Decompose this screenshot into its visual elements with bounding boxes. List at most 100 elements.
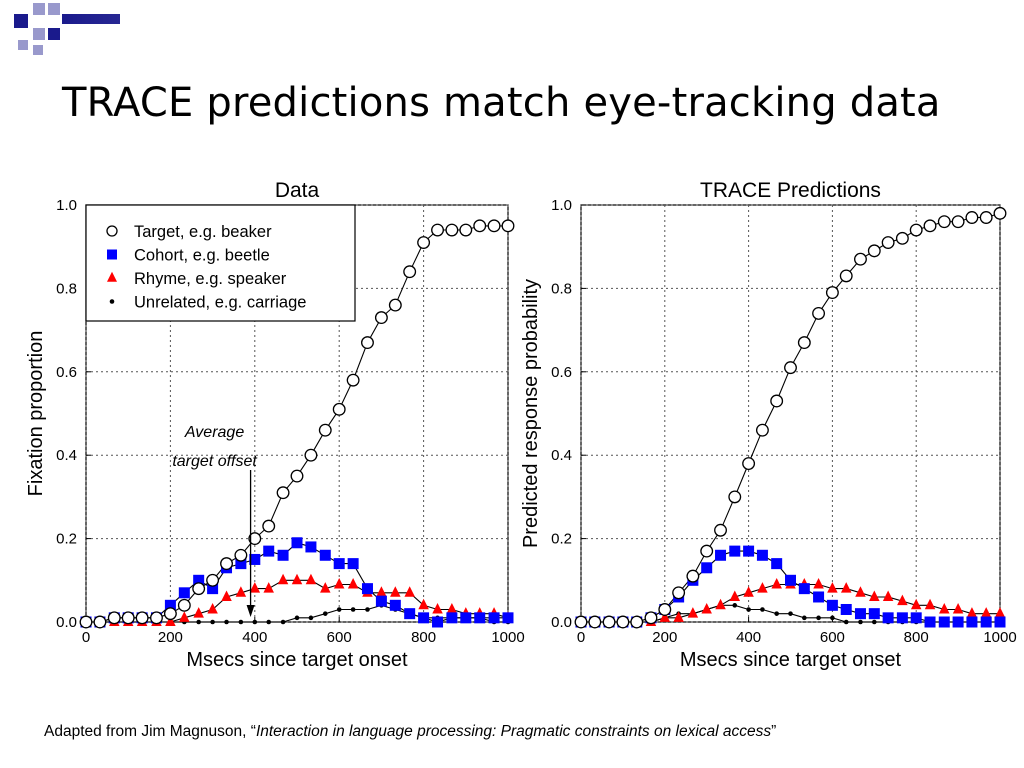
rhyme-point [966, 607, 978, 618]
rhyme-point [701, 602, 712, 614]
target-point [951, 215, 965, 229]
target-point [742, 457, 756, 470]
cohort-point [882, 612, 894, 624]
rhyme-point [432, 602, 443, 614]
cohort-point [291, 537, 303, 549]
unrelated-point [224, 619, 229, 625]
target-point [431, 223, 444, 237]
y-tick-label: 0.4 [551, 447, 572, 464]
target-point [262, 519, 276, 533]
rhyme-point [235, 586, 247, 597]
unrelated-point [774, 611, 779, 616]
cohort-point [743, 545, 755, 557]
rhyme-point [376, 586, 387, 597]
target-point [728, 490, 742, 504]
y-tick-label: 0.6 [56, 364, 77, 381]
unrelated-point [238, 619, 244, 625]
rhyme-point [263, 582, 274, 593]
target-point [839, 269, 853, 283]
rhyme-point [179, 611, 190, 622]
cohort-point [474, 612, 486, 624]
cohort-point [432, 616, 444, 628]
cohort-point [178, 587, 190, 599]
target-point [487, 219, 501, 233]
rhyme-point [729, 590, 741, 601]
cohort-point [347, 558, 359, 570]
x-axis-label: Msecs since target onset [680, 649, 902, 671]
target-point [107, 611, 121, 625]
cohort-point [980, 616, 992, 628]
rhyme-point [743, 586, 754, 597]
target-point [150, 611, 163, 625]
target-point [79, 615, 93, 629]
x-tick-label: 600 [327, 629, 352, 646]
cohort-point [375, 595, 387, 607]
cohort-point [305, 541, 317, 553]
rhyme-point [320, 582, 331, 593]
cohort-point [249, 553, 261, 565]
cohort-point [910, 612, 922, 624]
unrelated-point [760, 607, 765, 612]
cohort-point [729, 545, 741, 557]
target-point [248, 532, 262, 546]
caption-suffix: ” [771, 723, 777, 740]
cohort-point [896, 612, 908, 624]
target-point [993, 206, 1007, 220]
cohort-point [715, 549, 727, 561]
annotation-text: Average [184, 424, 244, 441]
target-point [937, 215, 951, 229]
cohort-point [193, 574, 205, 586]
cohort-point [994, 616, 1006, 628]
legend-label: Target, e.g. beaker [134, 223, 272, 241]
target-point [700, 544, 714, 558]
unrelated-point [802, 615, 807, 621]
cohort-point [798, 583, 810, 595]
y-axis-label: Predicted response probability [520, 279, 542, 548]
x-axis-label: Msecs since target onset [186, 649, 408, 671]
target-point [602, 615, 616, 629]
cohort-point [488, 612, 500, 624]
target-point [220, 557, 233, 571]
rhyme-point [882, 590, 894, 601]
target-point [923, 219, 937, 233]
rhyme-point [193, 607, 204, 618]
unrelated-point [872, 619, 877, 625]
target-point [177, 598, 191, 612]
x-tick-label: 200 [158, 629, 183, 646]
unrelated-point [252, 619, 258, 625]
y-tick-label: 0.6 [551, 364, 572, 381]
y-tick-label: 0.4 [56, 447, 77, 464]
source-caption: Adapted from Jim Magnuson, “Interaction … [44, 723, 776, 741]
cohort-point [277, 549, 289, 561]
target-point [672, 586, 686, 600]
rhyme-point [291, 573, 303, 585]
target-point [812, 306, 826, 320]
cohort-point [164, 599, 176, 611]
target-point [825, 286, 839, 300]
target-point [388, 298, 402, 312]
rhyme-point [165, 615, 176, 626]
target-point [881, 236, 895, 249]
cohort-point [460, 612, 472, 624]
rhyme-point [333, 577, 345, 589]
unrelated-point [816, 615, 821, 621]
target-point [459, 223, 473, 237]
target-point [501, 219, 515, 233]
rhyme-point [771, 577, 782, 589]
cohort-point [771, 558, 783, 570]
unrelated-point [336, 607, 342, 612]
x-tick-label: 1000 [491, 629, 524, 646]
rhyme-point [687, 607, 699, 618]
cohort-point [319, 549, 331, 561]
target-point [797, 336, 811, 350]
cohort-point [502, 612, 514, 624]
x-tick-label: 600 [820, 629, 845, 646]
target-point [234, 548, 248, 562]
target-point [658, 603, 672, 616]
annotation-text: target offset [172, 453, 257, 470]
target-point [755, 423, 769, 437]
unrelated-point [350, 607, 356, 612]
target-legend-marker [106, 225, 118, 237]
rhyme-point [277, 573, 289, 585]
decor-square [18, 40, 28, 50]
